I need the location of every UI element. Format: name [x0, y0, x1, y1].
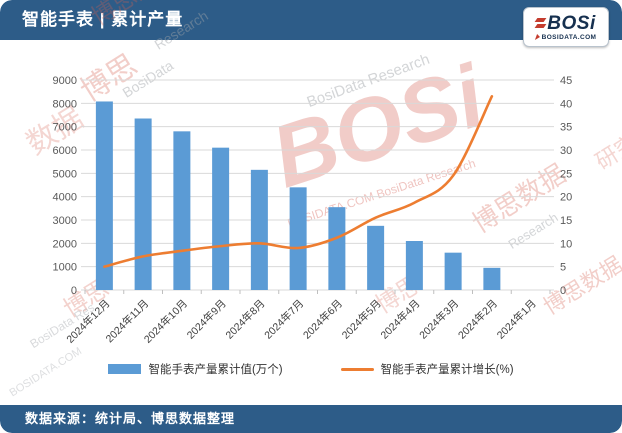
bosi-logo: BOSi BOSIDATA.COM: [523, 7, 609, 47]
right-axis-tick-label: 20: [560, 192, 572, 204]
right-axis-tick-label: 30: [560, 145, 572, 157]
x-axis-label: 2024年6月: [300, 297, 345, 342]
chart-legend: 智能手表产量累计值(万个) 智能手表产量累计增长(%): [0, 361, 622, 377]
logo-red-triangle-icon: [534, 34, 541, 40]
bar: [367, 225, 385, 290]
bosi-logo-mark: BOSi: [534, 12, 596, 34]
logo-red-slashes-icon: [534, 18, 547, 28]
x-axis-label: 2024年2月: [455, 297, 500, 342]
bar: [328, 207, 346, 290]
left-axis-tick-label: 8000: [53, 98, 77, 110]
x-axis-label: 2024年4月: [378, 297, 423, 342]
legend-item-line-series: 智能手表产量累计增长(%): [340, 361, 514, 377]
bar: [95, 101, 113, 290]
bar: [405, 241, 423, 290]
legend-line-swatch: [340, 367, 374, 371]
legend-bar-swatch: [108, 364, 142, 374]
right-axis-tick-label: 0: [560, 285, 566, 297]
data-source-text: 数据来源：统计局、博思数据整理: [25, 411, 236, 426]
title-bar: 智能手表 | 累计产量: [0, 0, 622, 40]
page-title: 智能手表 | 累计产量: [22, 10, 184, 29]
right-axis-tick-label: 10: [560, 238, 572, 250]
bar: [134, 118, 152, 290]
left-axis-tick-label: 0: [71, 285, 77, 297]
logo-domain-row: BOSIDATA.COM: [534, 33, 597, 41]
left-axis-tick-label: 5000: [53, 168, 77, 180]
right-axis-tick-label: 45: [560, 75, 572, 87]
right-axis-tick-label: 40: [560, 98, 572, 110]
left-axis-tick-label: 7000: [53, 122, 77, 134]
logo-domain: BOSIDATA.COM: [541, 33, 597, 41]
legend-line-label: 智能手表产量累计增长(%): [380, 364, 514, 376]
source-bar: 数据来源：统计局、博思数据整理: [0, 405, 622, 433]
x-axis-label: 2024年1月: [494, 297, 539, 342]
right-axis-tick-label: 25: [560, 168, 572, 180]
growth-line: [103, 95, 494, 268]
legend-bar-label: 智能手表产量累计值(万个): [148, 364, 283, 376]
x-axis-label: 2024年9月: [184, 297, 229, 342]
left-axis-tick-label: 6000: [53, 145, 77, 157]
x-axis-label: 2024年5月: [339, 297, 384, 342]
x-axis-label: 2024年8月: [223, 297, 268, 342]
left-axis-tick-label: 4000: [53, 192, 77, 204]
left-axis-tick-label: 3000: [53, 215, 77, 227]
left-axis-tick-label: 1000: [53, 262, 77, 274]
bar: [289, 187, 307, 290]
bar: [444, 252, 462, 290]
legend-item-bar-series: 智能手表产量累计值(万个): [108, 361, 283, 377]
bar: [483, 267, 501, 290]
right-axis-tick-label: 15: [560, 215, 572, 227]
x-axis-label: 2024年7月: [262, 297, 307, 342]
combo-chart: 0 1000 2000 3000 4000 5000 6000 7000 8000 9000 0 5 1…: [53, 75, 573, 346]
bar: [212, 147, 230, 290]
bar: [173, 131, 191, 290]
left-axis-tick-label: 2000: [53, 238, 77, 250]
x-axis-label: 2024年3月: [417, 297, 462, 342]
bar: [250, 169, 268, 290]
logo-wordmark: BOSi: [547, 12, 596, 34]
right-axis-tick-label: 5: [560, 262, 566, 274]
right-axis-tick-label: 35: [560, 122, 572, 134]
left-axis-tick-label: 9000: [53, 75, 77, 87]
